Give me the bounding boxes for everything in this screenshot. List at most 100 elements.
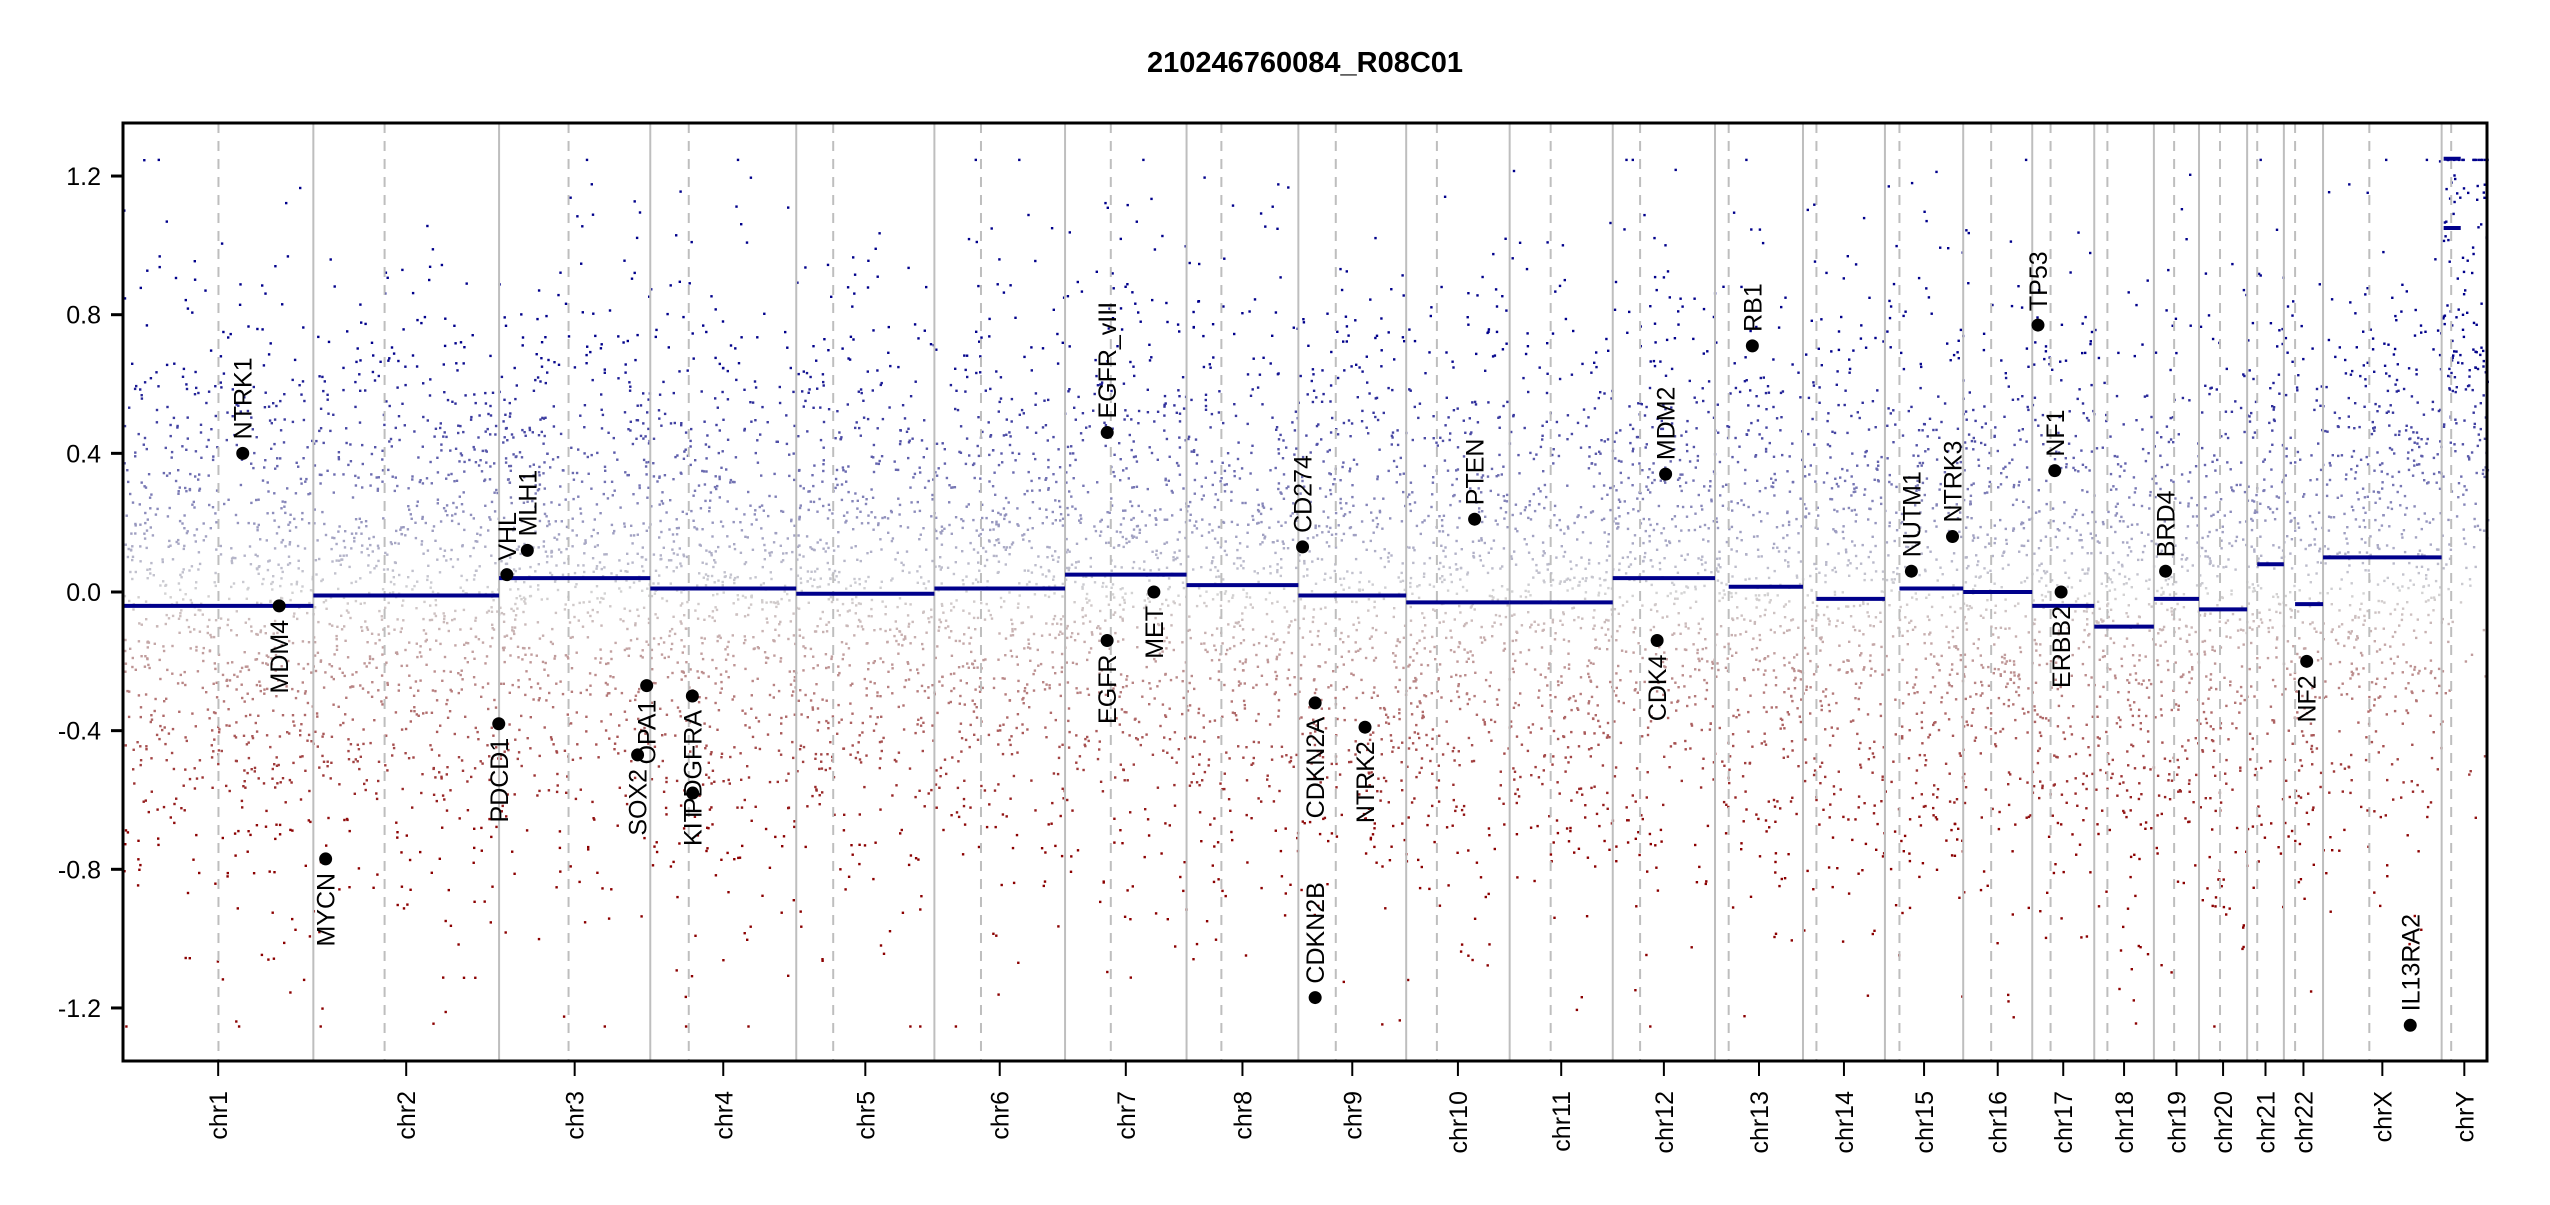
probe-point (351, 496, 355, 499)
probe-point (454, 644, 457, 647)
probe-point (1268, 723, 1272, 726)
probe-point (261, 661, 264, 665)
probe-point (1204, 648, 1207, 652)
probe-point (721, 450, 724, 453)
probe-point (301, 640, 305, 643)
probe-point (472, 546, 475, 550)
probe-point (280, 507, 283, 510)
probe-point (997, 743, 1000, 746)
probe-point (1373, 827, 1376, 830)
probe-point (429, 460, 432, 464)
probe-point (502, 620, 506, 623)
probe-point (625, 718, 628, 721)
probe-point (432, 793, 436, 796)
probe-point (365, 626, 369, 629)
probe-point (596, 544, 599, 547)
probe-point (266, 512, 269, 515)
probe-point (1279, 574, 1282, 578)
probe-point (839, 437, 843, 441)
probe-point (183, 514, 186, 517)
probe-point (453, 480, 456, 483)
probe-point (225, 784, 228, 788)
probe-point (1132, 535, 1136, 538)
probe-point (866, 286, 870, 289)
probe-point (793, 534, 796, 537)
probe-point (381, 646, 385, 649)
probe-point (571, 635, 574, 639)
probe-point (764, 661, 768, 664)
probe-point (1011, 451, 1014, 455)
probe-point (1004, 548, 1007, 551)
probe-point (214, 385, 217, 388)
probe-point (925, 631, 928, 634)
probe-point (700, 636, 703, 640)
probe-point (927, 580, 930, 583)
probe-point (259, 684, 262, 687)
probe-point (798, 634, 802, 637)
probe-point (490, 610, 494, 613)
probe-point (847, 875, 851, 878)
probe-point (1047, 569, 1050, 572)
probe-point (1292, 326, 1295, 329)
probe-point (257, 652, 261, 655)
probe-point (836, 609, 839, 612)
probe-point (478, 565, 481, 568)
probe-point (955, 389, 958, 392)
probe-point (354, 484, 358, 487)
probe-point (645, 529, 648, 532)
probe-point (870, 511, 873, 514)
probe-point (824, 550, 827, 553)
probe-point (352, 685, 355, 688)
probe-point (1338, 618, 1341, 621)
probe-point (954, 367, 957, 370)
probe-point (516, 757, 519, 761)
probe-point (833, 813, 836, 816)
probe-point (822, 463, 825, 466)
probe-point (384, 764, 387, 767)
probe-point (188, 777, 192, 781)
probe-point (1200, 566, 1203, 569)
probe-point (766, 621, 769, 624)
probe-point (528, 646, 531, 650)
probe-point (1119, 588, 1122, 591)
probe-point (575, 583, 578, 586)
probe-point (799, 484, 802, 488)
probe-point (768, 780, 772, 784)
probe-point (183, 670, 186, 674)
probe-point (788, 599, 791, 602)
probe-point (205, 401, 208, 405)
probe-point (377, 559, 380, 563)
probe-point (1280, 558, 1283, 561)
probe-point (1187, 505, 1190, 508)
probe-point (1161, 234, 1164, 238)
probe-point (457, 424, 460, 427)
probe-point (1261, 505, 1265, 508)
probe-point (772, 541, 776, 544)
probe-point (1010, 735, 1013, 738)
probe-point (733, 695, 736, 698)
probe-point (349, 460, 353, 463)
probe-point (679, 804, 683, 807)
probe-point (1051, 622, 1054, 626)
probe-point (359, 577, 362, 580)
probe-point (851, 744, 854, 747)
probe-point (642, 392, 645, 395)
probe-point (290, 583, 293, 586)
probe-point (596, 871, 599, 874)
probe-point (666, 676, 670, 679)
probe-point (281, 623, 284, 626)
probe-point (373, 719, 376, 722)
probe-point (1074, 580, 1077, 584)
probe-point (127, 547, 130, 551)
probe-point (696, 834, 700, 837)
probe-point (1183, 861, 1186, 864)
probe-point (454, 342, 457, 345)
probe-point (816, 567, 819, 571)
probe-point (679, 715, 682, 718)
probe-point (897, 365, 900, 369)
probe-point (855, 516, 859, 519)
probe-point (1299, 374, 1302, 378)
probe-point (1088, 620, 1092, 623)
probe-point (836, 732, 839, 735)
probe-point (509, 588, 512, 591)
